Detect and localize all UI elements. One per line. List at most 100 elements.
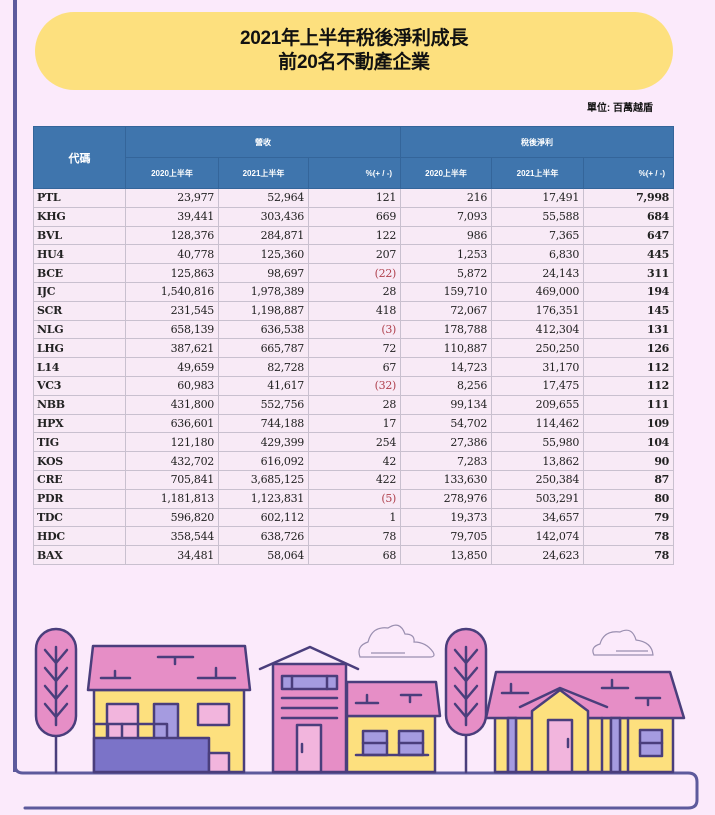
header-group-net-profit: 稅後淨利 bbox=[400, 126, 675, 158]
table-row: PDR 1,181,813 1,123,831 (5) 278,976 503,291 80 bbox=[33, 488, 675, 509]
cell-np-2020: 178,788 bbox=[400, 319, 493, 340]
title-line-2: 前20名不動產企業 bbox=[278, 52, 430, 73]
cell-rev-2020: 23,977 bbox=[125, 188, 219, 208]
cell-np-pct: 7,998 bbox=[583, 188, 675, 208]
cell-rev-2020: 128,376 bbox=[125, 225, 219, 246]
table-row: HPX 636,601 744,188 17 54,702 114,462 109 bbox=[33, 413, 675, 434]
cell-np-2021: 34,657 bbox=[491, 507, 585, 528]
cell-np-2021: 17,491 bbox=[491, 188, 585, 208]
cell-np-pct: 126 bbox=[583, 338, 675, 359]
header-code: 代碼 bbox=[33, 126, 126, 189]
cell-rev-2020: 596,820 bbox=[125, 507, 219, 528]
cell-np-2020: 8,256 bbox=[400, 375, 493, 396]
unit-label: 單位: 百萬越盾 bbox=[586, 103, 653, 114]
cell-code: LHG bbox=[33, 338, 126, 359]
cell-np-2021: 114,462 bbox=[491, 413, 585, 434]
clouds-icon bbox=[358, 624, 654, 658]
header-rev-2020: 2020上半年 bbox=[125, 157, 219, 189]
cell-rev-pct: 669 bbox=[307, 206, 402, 227]
cell-np-pct: 111 bbox=[583, 394, 675, 415]
cell-code: PTL bbox=[33, 188, 126, 208]
houses-illustration bbox=[13, 590, 699, 810]
cell-code: BCE bbox=[33, 263, 126, 283]
header-group-revenue: 營收 bbox=[124, 126, 402, 158]
cell-np-2021: 503,291 bbox=[491, 488, 585, 509]
header-np-pct: %(+ / -) bbox=[583, 157, 675, 189]
cell-np-2020: 986 bbox=[400, 225, 493, 246]
cell-np-pct: 112 bbox=[583, 375, 675, 396]
header-rev-2021: 2021上半年 bbox=[218, 157, 309, 189]
cell-rev-2020: 34,481 bbox=[125, 545, 219, 565]
cell-np-pct: 647 bbox=[583, 225, 675, 246]
table-row: L14 49,659 82,728 67 14,723 31,170 112 bbox=[33, 357, 675, 377]
cell-code: BAX bbox=[33, 545, 126, 565]
cell-code: SCR bbox=[33, 300, 126, 321]
cell-rev-pct: 121 bbox=[307, 188, 402, 208]
cell-rev-2021: 125,360 bbox=[218, 244, 309, 265]
cell-rev-2020: 658,139 bbox=[125, 319, 219, 340]
cell-rev-2021: 284,871 bbox=[218, 225, 309, 246]
frame-border-left bbox=[13, 0, 17, 772]
cell-np-pct: 80 bbox=[583, 488, 675, 509]
cell-np-2020: 1,253 bbox=[400, 244, 493, 265]
header-rev-pct: %(+ / -) bbox=[307, 157, 402, 189]
cell-np-2020: 5,872 bbox=[400, 263, 493, 283]
cell-np-2020: 14,723 bbox=[400, 357, 493, 377]
cell-np-2021: 250,384 bbox=[491, 469, 585, 490]
house-3-icon bbox=[345, 680, 442, 774]
cell-rev-pct: (32) bbox=[307, 375, 402, 396]
cell-np-pct: 109 bbox=[583, 413, 675, 434]
cell-np-pct: 194 bbox=[583, 281, 675, 302]
cell-rev-pct: 122 bbox=[307, 225, 402, 246]
cell-np-2020: 72,067 bbox=[400, 300, 493, 321]
cell-np-2020: 216 bbox=[400, 188, 493, 208]
table-row: PTL 23,977 52,964 121 216 17,491 7,998 bbox=[33, 188, 675, 208]
cell-np-2020: 79,705 bbox=[400, 526, 493, 547]
cell-np-pct: 145 bbox=[583, 300, 675, 321]
cell-np-pct: 311 bbox=[583, 263, 675, 283]
table-row: NBB 431,800 552,756 28 99,134 209,655 111 bbox=[33, 394, 675, 415]
cell-np-2021: 412,304 bbox=[491, 319, 585, 340]
cell-rev-2020: 387,621 bbox=[125, 338, 219, 359]
cell-rev-2021: 429,399 bbox=[218, 432, 309, 453]
table-row: BAX 34,481 58,064 68 13,850 24,623 78 bbox=[33, 545, 675, 565]
tree-left-icon bbox=[34, 627, 78, 774]
cell-rev-pct: 1 bbox=[307, 507, 402, 528]
cell-np-2020: 278,976 bbox=[400, 488, 493, 509]
cell-rev-pct: 28 bbox=[307, 281, 402, 302]
header-row-periods: 2020上半年 2021上半年 %(+ / -) 2020上半年 2021上半年… bbox=[34, 157, 675, 189]
title-banner: 2021年上半年稅後淨利成長 前20名不動產企業 bbox=[35, 12, 673, 90]
cell-np-2021: 209,655 bbox=[491, 394, 585, 415]
cell-np-2020: 99,134 bbox=[400, 394, 493, 415]
cell-rev-2021: 552,756 bbox=[218, 394, 309, 415]
cell-rev-2021: 82,728 bbox=[218, 357, 309, 377]
cell-rev-2020: 121,180 bbox=[125, 432, 219, 453]
cell-np-2021: 55,588 bbox=[491, 206, 585, 227]
cell-np-2020: 27,386 bbox=[400, 432, 493, 453]
table-row: HU4 40,778 125,360 207 1,253 6,830 445 bbox=[33, 244, 675, 265]
cell-rev-pct: 72 bbox=[307, 338, 402, 359]
cell-rev-2020: 39,441 bbox=[125, 206, 219, 227]
cell-rev-pct: 67 bbox=[307, 357, 402, 377]
cell-np-2021: 17,475 bbox=[491, 375, 585, 396]
cell-rev-2021: 58,064 bbox=[218, 545, 309, 565]
cell-rev-2020: 432,702 bbox=[125, 451, 219, 471]
cell-np-pct: 104 bbox=[583, 432, 675, 453]
cell-code: HU4 bbox=[33, 244, 126, 265]
cell-rev-2020: 125,863 bbox=[125, 263, 219, 283]
cell-rev-2021: 602,112 bbox=[218, 507, 309, 528]
cell-rev-2021: 1,198,887 bbox=[218, 300, 309, 321]
cell-rev-2021: 1,978,389 bbox=[218, 281, 309, 302]
cell-code: KOS bbox=[33, 451, 126, 471]
cell-rev-pct: (3) bbox=[307, 319, 402, 340]
table-row: TDC 596,820 602,112 1 19,373 34,657 79 bbox=[33, 507, 675, 528]
cell-rev-2020: 358,544 bbox=[125, 526, 219, 547]
cell-rev-pct: 28 bbox=[307, 394, 402, 415]
table-row: CRE 705,841 3,685,125 422 133,630 250,384 87 bbox=[33, 469, 675, 490]
cell-np-pct: 684 bbox=[583, 206, 675, 227]
cell-code: TDC bbox=[33, 507, 126, 528]
table-row: LHG 387,621 665,787 72 110,887 250,250 126 bbox=[33, 338, 675, 359]
cell-np-2021: 6,830 bbox=[491, 244, 585, 265]
cell-np-pct: 87 bbox=[583, 469, 675, 490]
cell-rev-2021: 303,436 bbox=[218, 206, 309, 227]
